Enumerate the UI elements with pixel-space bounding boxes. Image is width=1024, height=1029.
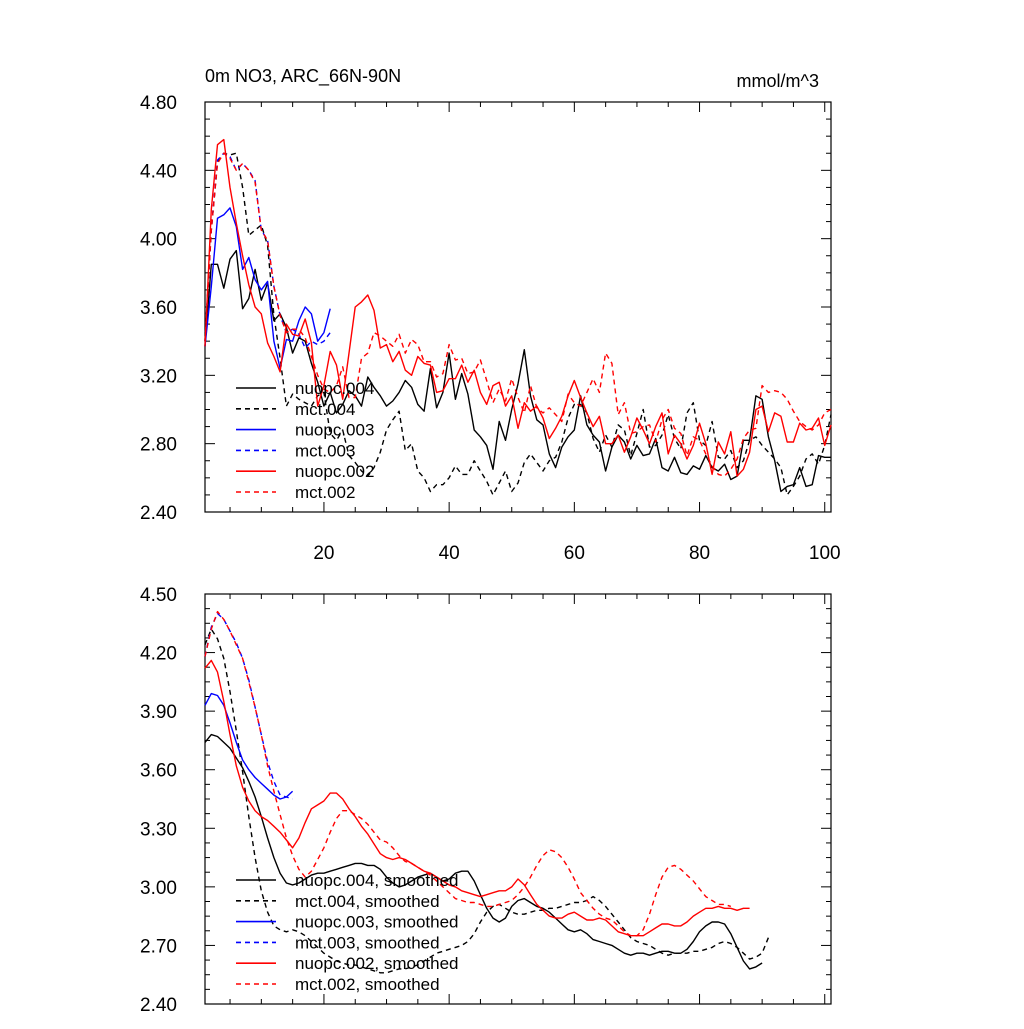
- legend-label: mct.002: [295, 483, 355, 502]
- y-tick-label: 3.30: [140, 819, 177, 840]
- legend-label: mct.003: [295, 441, 355, 460]
- legend-label: nuopc.002: [295, 462, 374, 481]
- y-tick-label: 3.60: [140, 761, 177, 782]
- series-line-mct-004: [204, 152, 832, 496]
- series-line-mct-002-smoothed: [204, 610, 732, 937]
- y-tick-label: 4.80: [140, 93, 177, 114]
- legend-label: nuopc.002, smoothed: [295, 954, 459, 973]
- y-tick-label: 2.80: [140, 435, 177, 456]
- series-line-nuopc-002: [204, 138, 832, 477]
- y-tick-label: 2.40: [140, 503, 177, 524]
- y-tick-label: 3.00: [140, 878, 177, 899]
- legend-label: nuopc.004: [295, 379, 374, 398]
- y-tick-label: 3.60: [140, 298, 177, 319]
- chart-title: 0m NO3, ARC_66N-90N: [205, 66, 401, 87]
- x-tick-label: 60: [564, 543, 585, 564]
- y-tick-label: 2.70: [140, 936, 177, 957]
- legend-label: nuopc.004, smoothed: [295, 871, 459, 890]
- series-line-nuopc-004: [204, 249, 831, 493]
- legend-label: mct.002, smoothed: [295, 975, 440, 994]
- legend-label: mct.004: [295, 400, 355, 419]
- legend-label: mct.004, smoothed: [295, 892, 440, 911]
- y-tick-label: 4.40: [140, 161, 177, 182]
- x-tick-label: 100: [809, 543, 841, 564]
- series-line-mct-004-smoothed: [204, 628, 770, 974]
- units-label: mmol/m^3: [737, 71, 819, 91]
- x-tick-label: 20: [313, 543, 334, 564]
- legend-label: nuopc.003: [295, 421, 374, 440]
- series-line-mct-003-smoothed: [204, 612, 293, 800]
- series-line-nuopc-004-smoothed: [204, 733, 763, 970]
- y-tick-label: 4.20: [140, 644, 177, 665]
- legend-label: mct.003, smoothed: [295, 933, 440, 952]
- series-line-nuopc-002-smoothed: [204, 659, 750, 937]
- series-line-nuopc-003: [204, 207, 331, 370]
- y-tick-label: 4.00: [140, 230, 177, 251]
- x-tick-label: 80: [689, 543, 710, 564]
- y-tick-label: 3.20: [140, 366, 177, 387]
- y-tick-label: 3.90: [140, 702, 177, 723]
- series-line-mct-003: [204, 152, 331, 349]
- chart-panel-1: 2.40 2.80 3.20 3.60 4.00 4.40 4.80 20 40 60 80 100 0…: [140, 66, 841, 564]
- y-tick-label: 2.40: [140, 995, 177, 1016]
- legend-label: nuopc.003, smoothed: [295, 913, 459, 932]
- y-tick-label: 4.50: [140, 585, 177, 606]
- series-line-mct-002: [204, 152, 832, 477]
- chart-panel-2: 2.40 2.70 3.00 3.30 3.60 3.90 4.20 4.50 nuopc.00…: [140, 585, 832, 1016]
- series-line-nuopc-003-smoothed: [204, 692, 294, 800]
- x-tick-label: 40: [439, 543, 460, 564]
